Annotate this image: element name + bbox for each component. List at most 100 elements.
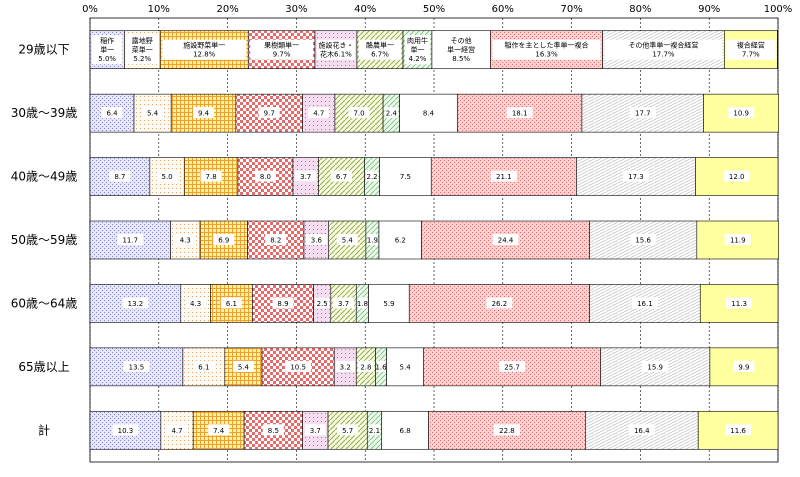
- label-background: [156, 170, 178, 182]
- x-tick-label: 80%: [629, 4, 651, 15]
- value-label: 8.0: [260, 173, 271, 181]
- label-background: [333, 297, 355, 309]
- label-background: [316, 39, 355, 60]
- value-label: 15.9: [647, 363, 663, 371]
- segment-label: 複合経営: [737, 41, 765, 50]
- segment-label: 単一: [410, 45, 424, 54]
- value-label: 8.2: [270, 237, 281, 245]
- label-background: [117, 234, 144, 245]
- label-background: [492, 234, 519, 245]
- label-background: [642, 360, 669, 372]
- segment-label: 露地野: [132, 36, 153, 45]
- segment-label: 施設野菜単一: [183, 41, 225, 50]
- label-background: [304, 424, 326, 436]
- segment-label: 9.7%: [273, 51, 291, 59]
- value-label: 22.8: [499, 427, 515, 435]
- segment-label: 菜単一: [132, 45, 153, 54]
- value-label: 15.6: [635, 237, 651, 245]
- segment-label: 稲作: [100, 36, 114, 45]
- value-label: 3.6: [311, 237, 323, 245]
- label-background: [232, 360, 254, 372]
- label-background: [726, 39, 776, 60]
- value-label: 2.2: [367, 173, 378, 181]
- x-tick-label: 90%: [698, 4, 720, 15]
- row-label: 30歳～39歳: [11, 106, 78, 120]
- value-label: 11.6: [730, 427, 746, 435]
- value-label: 11.9: [730, 237, 746, 245]
- label-background: [405, 35, 430, 65]
- label-background: [185, 297, 207, 309]
- x-tick-label: 30%: [285, 4, 307, 15]
- label-background: [728, 107, 755, 119]
- value-label: 7.5: [400, 173, 411, 181]
- value-label: 9.7: [264, 110, 275, 118]
- value-label: 5.4: [238, 363, 250, 371]
- value-label: 2.1: [369, 427, 380, 435]
- segment-label: 12.8%: [193, 51, 216, 59]
- row-label: 計: [38, 422, 50, 437]
- label-background: [357, 360, 375, 372]
- row-label: 40歳～49歳: [11, 170, 78, 184]
- label-background: [367, 234, 378, 245]
- label-background: [213, 234, 235, 245]
- segment-label: 施設花き・: [318, 41, 353, 50]
- bar-segment: [133, 93, 172, 133]
- label-background: [308, 107, 330, 119]
- x-tick-label: 0%: [82, 4, 98, 15]
- x-tick-label: 40%: [354, 4, 376, 15]
- value-label: 17.3: [628, 173, 644, 181]
- value-label: 17.7: [635, 110, 651, 118]
- label-background: [337, 424, 359, 436]
- label-background: [394, 360, 416, 372]
- value-label: 5.9: [383, 300, 394, 308]
- label-background: [265, 234, 287, 245]
- label-background: [368, 424, 381, 436]
- value-label: 2.8: [360, 363, 371, 371]
- label-background: [726, 297, 753, 309]
- label-background: [262, 424, 284, 436]
- row-label: 29歳以下: [18, 43, 69, 57]
- label-background: [628, 424, 655, 436]
- label-background: [506, 107, 533, 119]
- value-label: 6.8: [400, 427, 411, 435]
- label-background: [357, 297, 368, 309]
- value-label: 16.1: [637, 300, 653, 308]
- value-label: 4.3: [190, 300, 201, 308]
- label-background: [486, 297, 513, 309]
- value-label: 2.5: [317, 300, 328, 308]
- segment-label: 17.7%: [652, 51, 675, 59]
- value-label: 5.4: [400, 363, 412, 371]
- label-background: [725, 424, 752, 436]
- value-label: 8.4: [423, 110, 435, 118]
- value-label: 8.9: [277, 300, 288, 308]
- label-background: [394, 170, 416, 182]
- value-label: 8.5: [268, 427, 279, 435]
- label-background: [604, 39, 723, 60]
- segment-labels: 稲作単一5.0%露地野菜単一5.2%施設野菜単一12.8%果樹類単一9.7%施設…: [92, 35, 776, 436]
- x-tick-label: 70%: [560, 4, 582, 15]
- row-label: 50歳～59歳: [11, 233, 78, 247]
- label-background: [378, 297, 400, 309]
- label-background: [285, 360, 312, 372]
- label-background: [499, 360, 526, 372]
- segment-label: 肉用牛: [407, 36, 428, 45]
- label-background: [101, 107, 123, 119]
- label-background: [258, 107, 280, 119]
- label-background: [112, 424, 139, 436]
- segment-label: 単一経営: [447, 45, 475, 54]
- label-background: [724, 234, 751, 245]
- label-background: [166, 424, 188, 436]
- segment-label: 稲作を主とした準単一複合: [504, 41, 588, 50]
- label-background: [200, 170, 222, 182]
- value-label: 8.7: [114, 173, 125, 181]
- value-label: 7.0: [353, 110, 364, 118]
- label-background: [389, 234, 411, 245]
- label-background: [384, 107, 399, 119]
- segment-label: その他: [451, 36, 472, 45]
- value-label: 3.2: [340, 363, 351, 371]
- label-background: [92, 35, 123, 65]
- value-label: 5.7: [342, 427, 353, 435]
- value-label: 1.6: [375, 363, 387, 371]
- x-tick-label: 60%: [492, 4, 514, 15]
